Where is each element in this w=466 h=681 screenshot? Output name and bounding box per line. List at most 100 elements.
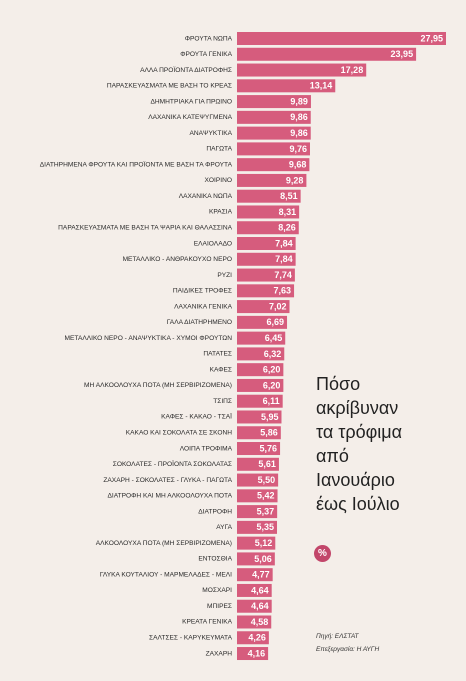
bar: [237, 32, 446, 45]
category-label: ΠΑΡΑΣΚΕΥΑΣΜΑΤΑ ΜΕ ΒΑΣΗ ΤΟ ΚΡΕΑΣ: [107, 83, 232, 90]
bar: [237, 300, 290, 314]
category-label: ΕΝΤΟΣΘΙΑ: [198, 556, 232, 563]
bar: [237, 489, 278, 503]
bar: [237, 520, 278, 534]
bar: [237, 505, 278, 519]
unit-badge: %: [314, 545, 331, 562]
value-label: 6,69: [266, 317, 284, 327]
bar: [237, 268, 295, 282]
bar: [237, 142, 310, 156]
value-label: 5,95: [261, 412, 279, 422]
category-label: ΕΛΑΙΟΛΑΔΟ: [194, 240, 232, 247]
bar: [237, 426, 281, 440]
category-label: ΤΣΙΠΣ: [213, 398, 232, 405]
category-label: ΠΑΓΩΤΑ: [206, 146, 232, 153]
bar: [237, 552, 275, 566]
value-label: 4,77: [252, 570, 270, 580]
category-label: ΣΟΚΟΛΑΤΕΣ - ΠΡΟΪΟΝΤΑ ΣΟΚΟΛΑΤΑΣ: [113, 460, 232, 468]
bar: [237, 79, 336, 93]
value-label: 5,61: [258, 459, 276, 469]
category-label: ΠΑΤΑΤΕΣ: [203, 351, 232, 358]
bar: [237, 599, 272, 613]
category-label: ΑΝΑΨΥΚΤΙΚΑ: [189, 130, 232, 137]
bar: [237, 647, 269, 661]
value-label: 6,20: [263, 380, 281, 390]
value-label: 4,64: [251, 601, 269, 611]
bar: [237, 63, 367, 77]
value-label: 5,50: [258, 475, 276, 485]
category-label: ΠΑΡΑΣΚΕΥΑΣΜΑΤΑ ΜΕ ΒΑΣΗ ΤΑ ΨΑΡΙΑ ΚΑΙ ΘΑΛΑ…: [58, 224, 232, 231]
bar: [237, 457, 279, 471]
category-label: ΛΑΧΑΝΙΚΑ ΓΕΝΙΚΑ: [174, 303, 232, 310]
category-label: ΔΙΑΤΡΟΦΗ ΚΑΙ ΜΗ ΑΛΚΟΟΛΟΥΧΑ ΠΟΤΑ: [107, 493, 232, 500]
bar: [237, 95, 311, 109]
category-label: ΜΕΤΑΛΛΙΚΟ - ΑΝΘΡΑΚΟΥΧΟ ΝΕΡΟ: [123, 256, 232, 263]
category-label: ΔΗΜΗΤΡΙΑΚΑ ΓΙΑ ΠΡΩΙΝΟ: [151, 98, 232, 105]
category-label: ΦΡΟΥΤΑ ΓΕΝΙΚΑ: [180, 51, 232, 58]
value-label: 5,37: [257, 506, 275, 516]
value-label: 9,76: [289, 144, 307, 154]
value-label: 6,45: [265, 333, 283, 343]
bar: [237, 189, 301, 203]
category-label: ΑΥΓΑ: [216, 524, 232, 531]
bar: [237, 473, 279, 487]
value-label: 5,86: [260, 428, 278, 438]
category-label: ΜΕΤΑΛΛΙΚΟ ΝΕΡΟ - ΑΝΑΨΥΚΤΙΚΑ - ΧΥΜΟΙ ΦΡΟΥ…: [65, 335, 233, 342]
value-label: 6,20: [263, 365, 281, 375]
value-label: 7,63: [274, 286, 292, 296]
value-label: 5,06: [254, 554, 272, 564]
category-label: ΑΛΚΟΟΛΟΥΧΑ ΠΟΤΑ (ΜΗ ΣΕΡΒΙΡΙΖΟΜΕΝΑ): [96, 540, 232, 547]
category-label: ΔΙΑΤΡΟΦΗ: [198, 508, 232, 515]
category-label: ΜΗ ΑΛΚΟΟΛΟΥΧΑ ΠΟΤΑ (ΜΗ ΣΕΡΒΙΡΙΖΟΜΕΝΑ): [84, 382, 232, 389]
bar: [237, 363, 284, 377]
bar: [237, 331, 286, 345]
category-label: ΠΑΙΔΙΚΕΣ ΤΡΟΦΕΣ: [173, 288, 232, 295]
value-label: 9,68: [289, 160, 307, 170]
category-label: ΖΑΧΑΡΗ: [206, 650, 233, 657]
bar: [237, 110, 311, 124]
category-label: ΚΡΕΑΤΑ ΓΕΝΙΚΑ: [182, 619, 233, 626]
bar: [237, 221, 299, 235]
value-label: 4,64: [251, 585, 269, 595]
value-label: 5,35: [256, 522, 274, 532]
value-label: 7,84: [275, 254, 293, 264]
value-label: 4,58: [251, 617, 269, 627]
category-label: ΧΟΙΡΙΝΟ: [205, 177, 232, 184]
source: Πηγή: ΕΛΣΤΑΤ: [316, 633, 359, 640]
bar: [237, 47, 417, 61]
category-label: ΦΡΟΥΤΑ ΝΩΠΑ: [185, 35, 233, 42]
bar: [237, 536, 276, 550]
bar: [237, 347, 285, 361]
category-label: ΣΑΛΤΣΕΣ - ΚΑΡΥΚΕΥΜΑΤΑ: [149, 635, 233, 642]
value-label: 9,89: [290, 96, 308, 106]
category-label: ΖΑΧΑΡΗ - ΣΟΚΟΛΑΤΕΣ - ΓΛΥΚΑ - ΠΑΓΩΤΑ: [103, 477, 232, 484]
value-label: 4,16: [248, 648, 266, 658]
value-label: 6,11: [263, 396, 280, 406]
value-label: 17,28: [341, 65, 364, 75]
category-label: ΜΟΣΧΑΡΙ: [202, 587, 232, 594]
value-label: 6,32: [264, 349, 282, 359]
value-label: 27,95: [420, 33, 443, 43]
value-label: 8,31: [279, 207, 297, 217]
bar: [237, 394, 283, 408]
value-label: 23,95: [391, 49, 414, 59]
value-label: 13,14: [310, 81, 333, 91]
value-label: 5,42: [257, 491, 275, 501]
bar: [237, 126, 311, 140]
bar: [237, 631, 269, 645]
bar: [237, 205, 300, 219]
category-label: ΑΛΛΑ ΠΡΟΪΟΝΤΑ ΔΙΑΤΡΟΦΗΣ: [140, 66, 232, 74]
category-label: ΜΠΙΡΕΣ: [207, 603, 232, 610]
credit: Επεξεργασία: Η ΑΥΓΗ: [316, 646, 380, 653]
category-label: ΛΑΧΑΝΙΚΑ ΚΑΤΕΨΥΓΜΕΝΑ: [148, 114, 232, 121]
bar: [237, 568, 273, 582]
bar: [237, 410, 282, 424]
value-label: 8,26: [278, 223, 296, 233]
bar: [237, 442, 281, 456]
value-label: 7,02: [269, 301, 287, 311]
category-label: ΚΑΚΑΟ ΚΑΙ ΣΟΚΟΛΑΤΑ ΣΕ ΣΚΟΝΗ: [126, 430, 232, 437]
bar: [237, 158, 310, 172]
bar: [237, 237, 296, 251]
